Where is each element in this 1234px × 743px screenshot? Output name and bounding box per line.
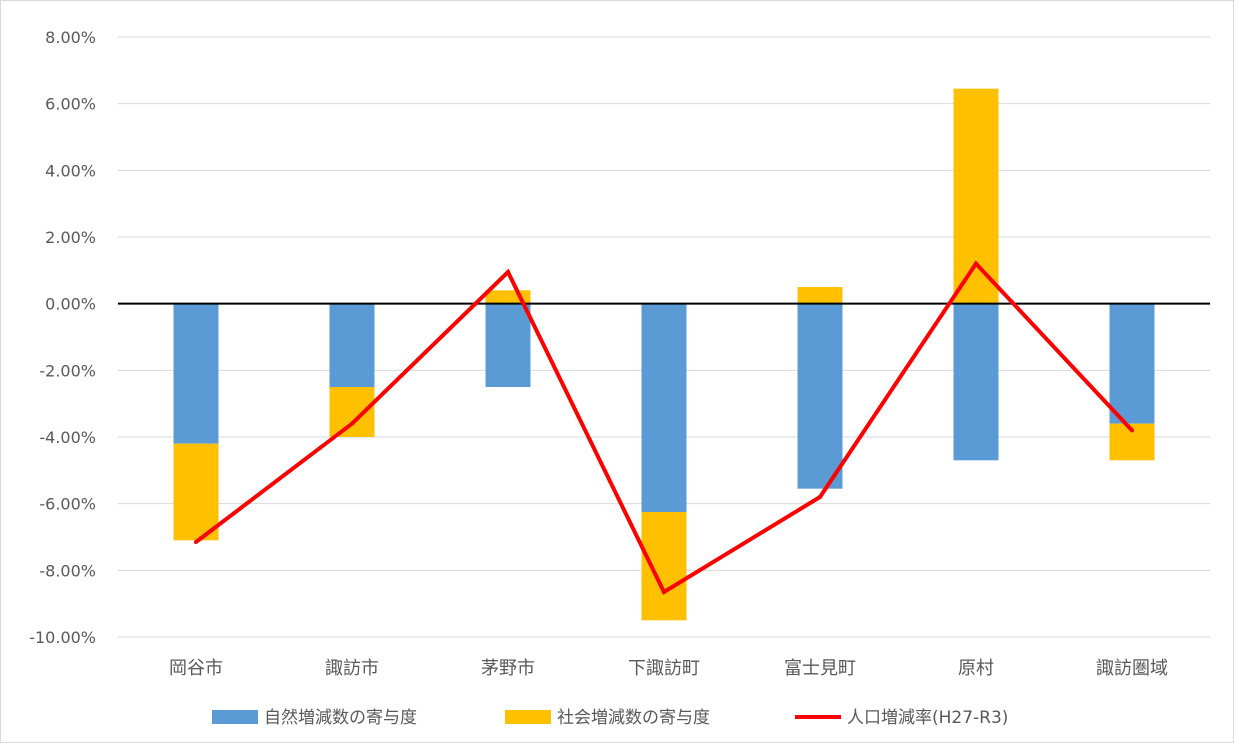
y-tick-label: -2.00%: [39, 361, 96, 380]
bar-series0-2: [485, 303, 531, 387]
line-point: [818, 495, 822, 499]
y-tick-label: 4.00%: [45, 161, 96, 180]
y-tick-label: 0.00%: [45, 295, 96, 314]
y-tick-label: 6.00%: [45, 95, 96, 114]
bar-series0-0: [173, 303, 219, 444]
x-tick-label: 下諏訪町: [628, 658, 700, 679]
line-point: [974, 261, 978, 266]
y-tick-label: -8.00%: [39, 561, 96, 580]
legend-label-0: 自然増減数の寄与度: [264, 708, 417, 728]
x-tick-label: 岡谷市: [169, 658, 223, 679]
line-point: [662, 590, 666, 594]
line-point: [350, 421, 354, 426]
bar-series1-4: [797, 287, 843, 304]
y-tick-label: -10.00%: [29, 628, 96, 647]
x-tick-label: 諏訪圏域: [1096, 658, 1168, 679]
y-tick-label: -6.00%: [39, 495, 96, 514]
bar-series1-5: [953, 88, 999, 304]
x-tick-label: 富士見町: [784, 658, 856, 679]
bar-series0-1: [329, 303, 375, 387]
bar-series0-6: [1109, 303, 1155, 424]
legend-swatch-0: [212, 710, 258, 724]
line-point: [194, 540, 198, 544]
line-point: [1130, 428, 1134, 433]
line-series: [194, 260, 1134, 595]
x-tick-labels: 岡谷市 諏訪市 茅野市 下諏訪町 富士見町 原村 諏訪圏域: [169, 658, 1168, 679]
y-tick-label: 2.00%: [45, 228, 96, 247]
bar-series0-4: [797, 303, 843, 489]
bar-series0-5: [953, 303, 999, 461]
legend-swatch-1: [505, 710, 551, 724]
bar-series1-3: [641, 512, 687, 621]
y-tick-label: 8.00%: [45, 28, 96, 47]
bar-series1-1: [329, 387, 375, 437]
bar-series1-0: [173, 443, 219, 541]
x-tick-label: 原村: [958, 658, 994, 679]
bar-series0-3: [641, 303, 687, 512]
x-tick-label: 諏訪市: [325, 658, 379, 679]
bars: [173, 88, 1155, 621]
y-tick-labels: 8.00% 6.00% 4.00% 2.00% 0.00% -2.00% -4.00% -6.…: [29, 28, 96, 647]
line-point: [506, 270, 510, 274]
legend: 自然増減数の寄与度 社会増減数の寄与度 人口増減率(H27-R3): [212, 708, 1008, 728]
legend-label-2: 人口増減率(H27-R3): [847, 708, 1008, 728]
x-tick-label: 茅野市: [481, 658, 535, 679]
legend-label-1: 社会増減数の寄与度: [557, 708, 710, 728]
y-tick-label: -4.00%: [39, 428, 96, 447]
